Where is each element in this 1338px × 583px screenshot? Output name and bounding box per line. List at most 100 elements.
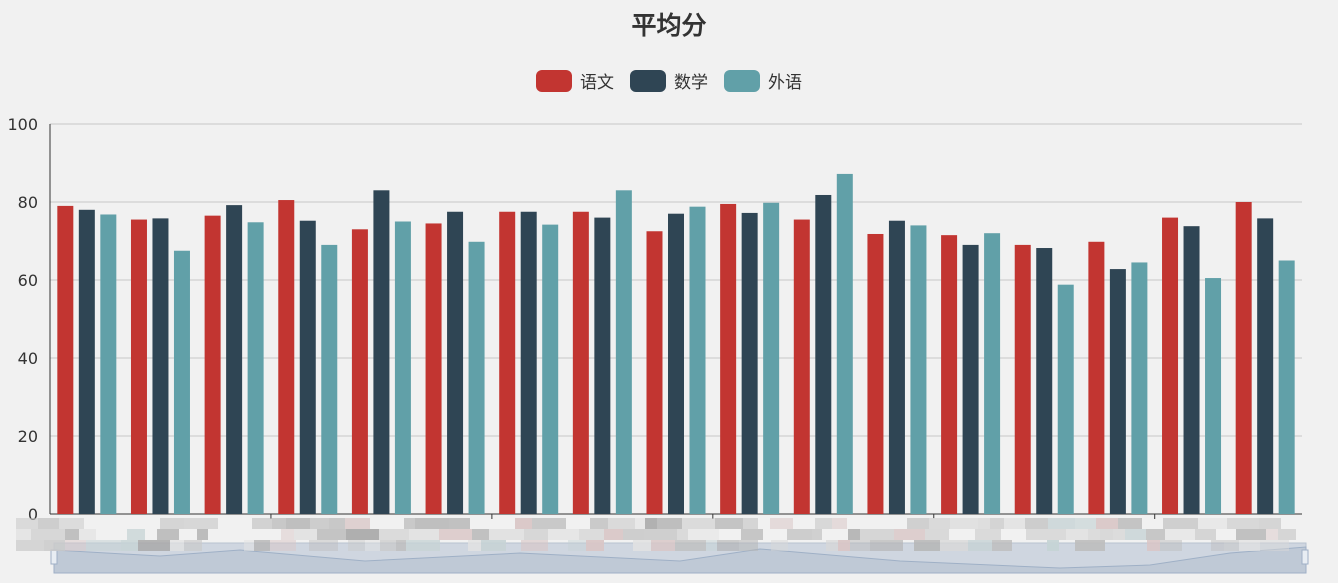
obscured-label-block [1259,518,1281,529]
legend-item-series-1[interactable]: 数学 [630,68,708,93]
obscured-label-block [415,518,449,529]
obscured-label-block [409,529,422,540]
obscured-label-block [1096,518,1118,529]
legend: 语文 数学 外语 [0,68,1338,93]
obscured-label-block [1165,529,1195,540]
obscured-label-block [812,529,822,540]
obscured-label-block [1053,529,1066,540]
obscured-label-block [345,518,370,529]
obscured-label-block [1075,518,1096,529]
obscured-label-block [1227,518,1259,529]
obscured-label-block [1163,518,1198,529]
bar-0-6 [499,211,516,514]
obscured-label-block [449,518,470,529]
legend-item-series-0[interactable]: 语文 [536,68,614,93]
obscured-label-block [1113,529,1125,540]
obscured-label-block [608,518,635,529]
obscured-label-block [59,518,84,529]
obscured-label-block [31,529,65,540]
legend-label-series-0: 语文 [580,73,614,93]
obscured-label-block [978,518,990,529]
obscured-label-block [1160,540,1182,551]
obscured-label-block [950,518,978,529]
obscured-label-block [515,518,532,529]
bar-1-1 [152,218,169,514]
obscured-label-block [770,518,793,529]
bar-1-4 [373,190,390,515]
obscured-label-block [675,540,706,551]
obscured-label-block [743,518,758,529]
obscured-label-block [406,540,440,551]
obscured-label-block [439,529,472,540]
obscured-label-block [623,529,644,540]
chart-title: 平均分 [631,11,707,40]
obscured-label-block [184,518,218,529]
obscured-label-block [1260,540,1289,551]
obscured-label-block [635,518,645,529]
y-tick-label: 20 [18,427,38,446]
y-tick-label: 0 [28,505,38,524]
obscured-label-block [715,518,743,529]
obscured-label-block [633,540,651,551]
obscured-label-block [254,540,270,551]
obscured-label-block [548,529,579,540]
bar-2-2 [247,222,264,514]
bar-1-9 [741,212,758,515]
obscured-label-block [244,540,254,551]
obscured-label-block [365,540,380,551]
obscured-label-block [1075,540,1105,551]
obscured-label-block [975,529,1001,540]
obscured-label-block [990,518,1004,529]
legend-label-series-2: 外语 [768,73,802,93]
obscured-label-block [1025,518,1048,529]
obscured-label-block [1100,529,1113,540]
bar-2-13 [1057,284,1074,514]
obscured-label-block [1236,529,1266,540]
obscured-label-block [1004,518,1025,529]
obscured-label-block [422,529,439,540]
obscured-label-block [481,540,506,551]
legend-swatch-series-2 [724,69,760,92]
datazoom-handle-left[interactable] [50,549,58,565]
bar-2-16 [1278,260,1295,514]
bar-0-13 [1014,244,1031,514]
bar-0-9 [720,203,737,514]
obscured-label-block [346,529,379,540]
obscured-label-block [739,540,758,551]
obscured-label-block [1224,540,1239,551]
bar-1-5 [447,211,464,514]
legend-swatch-series-0 [536,69,572,92]
datazoom-handle-right[interactable] [1301,549,1309,565]
obscured-label-block [586,540,604,551]
obscured-label-block [688,529,719,540]
bar-0-1 [130,219,147,515]
obscured-label-block [160,518,184,529]
obscured-label-block [1026,529,1053,540]
y-tick-label: 60 [18,271,38,290]
obscured-label-block [894,529,925,540]
obscured-label-block [968,540,992,551]
obscured-label-block [489,529,524,540]
obscured-label-block [380,540,396,551]
obscured-label-block [317,529,346,540]
obscured-label-block [832,518,847,529]
obscured-label-block [121,540,138,551]
obscured-label-block [682,518,715,529]
obscured-label-block [940,540,968,551]
obscured-label-block [65,540,86,551]
bar-0-16 [1235,202,1252,514]
x-axis-labels-obscured [16,518,1296,552]
obscured-label-block [1266,529,1278,540]
obscured-label-block [914,540,940,551]
bar-2-4 [394,221,411,514]
obscured-label-block [157,529,179,540]
legend-item-series-2[interactable]: 外语 [724,68,802,93]
bar-2-8 [689,206,706,514]
bar-0-0 [57,205,74,514]
obscured-label-block [815,518,832,529]
bar-2-11 [910,225,927,514]
bar-1-6 [520,211,537,514]
obscured-label-block [44,540,65,551]
obscured-label-block [645,518,657,529]
